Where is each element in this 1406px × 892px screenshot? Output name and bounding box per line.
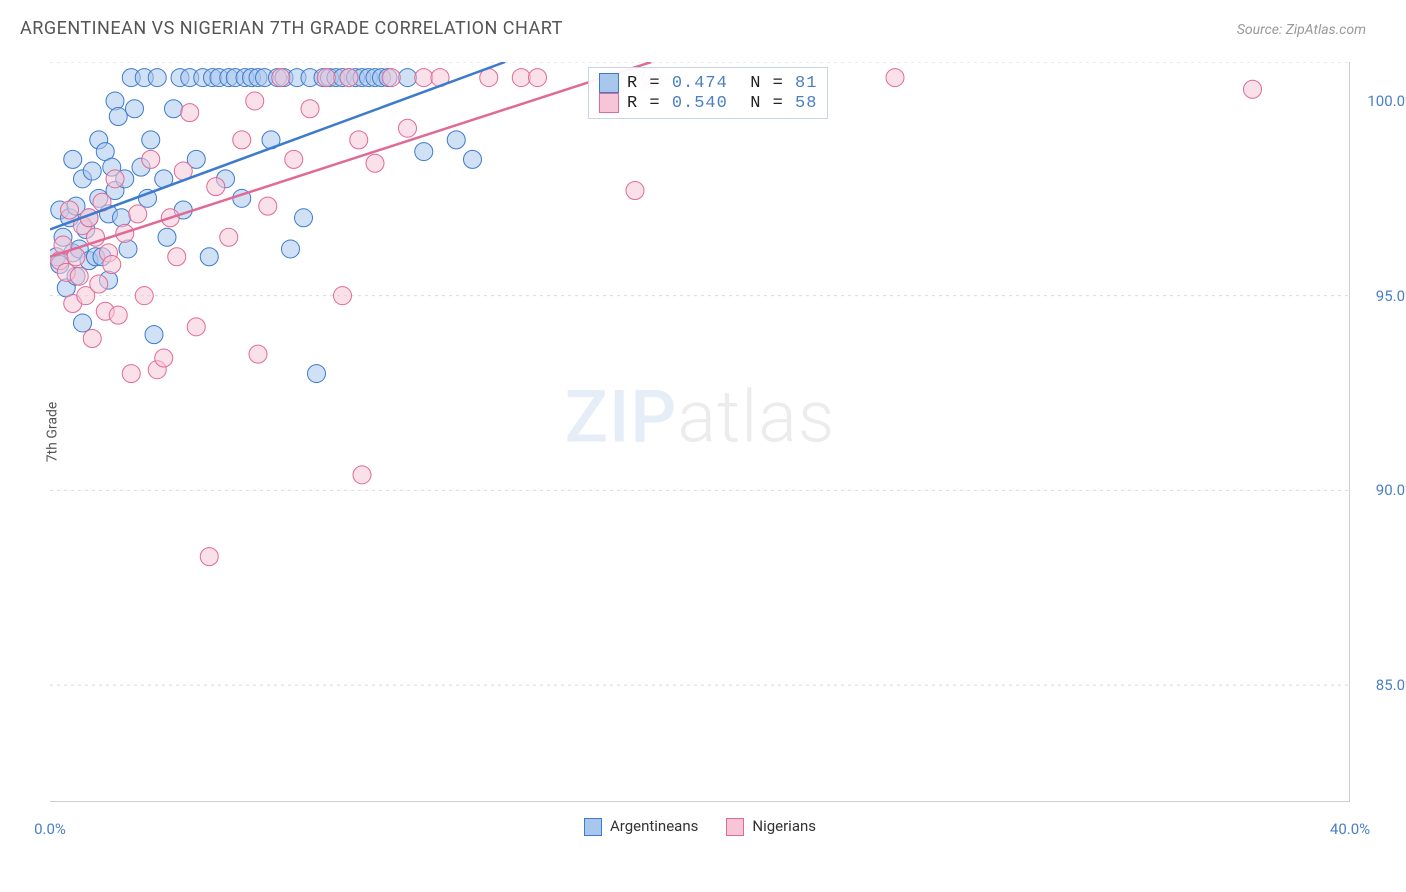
stats-swatch: [599, 93, 619, 113]
legend-label: Argentineans: [610, 817, 698, 835]
correlation-stats-box: R = 0.474 N = 81R = 0.540 N = 58: [588, 67, 828, 119]
y-axis-label: 7th Grade: [44, 402, 60, 463]
stats-swatch: [599, 73, 619, 93]
y-tick-label: 85.0%: [1376, 676, 1406, 694]
legend-swatch: [726, 818, 744, 836]
legend-item: Nigerians: [726, 817, 816, 836]
chart-title: ARGENTINEAN VS NIGERIAN 7TH GRADE CORREL…: [20, 18, 563, 39]
x-tick-label: 0.0%: [34, 820, 66, 838]
legend-swatch: [584, 818, 602, 836]
x-tick-label: 40.0%: [1330, 820, 1370, 838]
legend-label: Nigerians: [752, 817, 816, 835]
y-tick-label: 90.0%: [1376, 481, 1406, 499]
plot-svg: [50, 62, 1350, 802]
stats-row: R = 0.540 N = 58: [599, 93, 817, 113]
scatter-plot: 7th Grade ZIPatlas R = 0.474 N = 81R = 0…: [50, 62, 1350, 802]
y-tick-label: 100.0%: [1367, 92, 1406, 110]
chart-header: ARGENTINEAN VS NIGERIAN 7TH GRADE CORREL…: [0, 0, 1406, 45]
stats-text: R = 0.474 N = 81: [627, 74, 817, 93]
legend-item: Argentineans: [584, 817, 698, 836]
chart-source: Source: ZipAtlas.com: [1237, 22, 1366, 38]
legend: Argentineans Nigerians: [584, 817, 816, 836]
stats-row: R = 0.474 N = 81: [599, 73, 817, 93]
stats-text: R = 0.540 N = 58: [627, 94, 817, 113]
y-tick-label: 95.0%: [1376, 287, 1406, 305]
